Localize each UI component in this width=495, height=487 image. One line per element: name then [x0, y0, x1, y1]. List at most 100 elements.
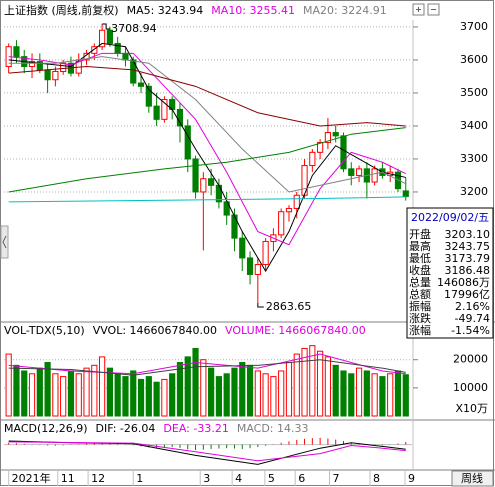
volume-bar	[60, 376, 67, 417]
panel-header: VVOL: 1466067840.00	[93, 324, 217, 337]
candle-body	[285, 207, 293, 213]
volume-bar	[145, 376, 152, 417]
volume-bar	[106, 367, 113, 417]
candle-body	[355, 168, 363, 176]
candle-body	[122, 52, 129, 61]
volume-bar	[231, 367, 238, 417]
y-tick-label: 3700	[460, 20, 488, 33]
x-tick-label: 5	[268, 472, 275, 485]
candle-body	[231, 214, 238, 239]
candle-body	[44, 69, 51, 81]
header-icon-glyph	[416, 7, 436, 12]
y-tick-label: 3500	[460, 86, 488, 99]
x-tick-label: 8	[373, 472, 380, 485]
volume-bar	[246, 364, 254, 417]
volume-bar	[208, 367, 215, 417]
candle-body	[348, 168, 355, 176]
volume-bar	[153, 381, 160, 417]
y-tick-label: 10000	[453, 381, 488, 394]
volume-bar	[340, 370, 347, 417]
info-value: 3243.75	[445, 240, 491, 253]
period-button-label[interactable]: 周线	[461, 471, 483, 485]
volume-bar	[324, 356, 332, 417]
candle-body	[137, 82, 145, 87]
volume-bar	[91, 364, 98, 417]
volume-bar	[52, 373, 59, 417]
y-tick-label: 3400	[460, 119, 488, 132]
info-label: 最低	[409, 252, 431, 265]
volume-bar	[67, 370, 75, 417]
volume-bar	[363, 370, 370, 417]
candle-body	[371, 168, 378, 183]
volume-bar	[176, 362, 184, 417]
volume-bar	[239, 362, 246, 417]
volume-bar	[184, 356, 191, 417]
info-label: 振幅	[409, 299, 431, 313]
y-tick-label: 3200	[460, 185, 488, 198]
volume-bar	[130, 370, 137, 417]
panel-header: MACD(12,26,9)	[4, 422, 88, 435]
volume-bar	[270, 376, 277, 417]
volume-bar	[114, 373, 121, 417]
info-label: 涨跌	[409, 311, 431, 325]
volume-bar	[332, 364, 339, 417]
candle-body	[184, 125, 191, 160]
panel-header: MA5: 3243.94	[127, 4, 204, 17]
x-tick-label: 7	[332, 472, 339, 485]
volume-bar	[36, 367, 43, 417]
panel-header: MACD: 14.33	[237, 422, 309, 435]
y-tick-label: 3300	[460, 152, 488, 165]
low-annotation: 2863.65	[266, 300, 312, 313]
candle-body	[28, 61, 36, 68]
candle-body	[332, 132, 339, 137]
x-tick-label: 11	[61, 472, 75, 485]
x-tick-label: 1	[136, 472, 143, 485]
series-line	[8, 359, 406, 376]
annotation-leader	[257, 302, 264, 308]
series-line	[8, 353, 406, 375]
volume-bar	[317, 350, 324, 417]
info-value: -49.74	[455, 312, 490, 325]
volume-bar	[137, 378, 145, 417]
candle-body	[246, 257, 254, 275]
panel-header: MA10: 3255.41	[211, 4, 295, 17]
candle-body	[161, 99, 168, 120]
x-tick-label: 9	[408, 472, 415, 485]
info-value: 3186.48	[445, 264, 491, 277]
candle-body	[317, 141, 324, 153]
info-value: -1.54%	[451, 324, 490, 337]
info-box: 2022/09/02/五 开盘 3203.10 最高 3243.75 最低 3173.79…	[406, 207, 494, 339]
info-label: 开盘	[409, 227, 431, 241]
side-tab[interactable]	[0, 225, 9, 259]
x-tick-label: 2021年	[12, 471, 51, 485]
candle-body	[36, 61, 43, 71]
volume-bar	[348, 373, 355, 417]
volume-bar	[394, 370, 402, 417]
side-tab-arrow	[2, 235, 7, 249]
volume-bar	[254, 370, 261, 417]
panel-header: DIF: -26.04	[96, 422, 156, 435]
info-label: 收盘	[409, 263, 431, 277]
period-button[interactable]	[451, 470, 494, 487]
candle-body	[99, 29, 106, 48]
candle-body	[91, 46, 98, 54]
volume-bar	[28, 373, 36, 417]
series-line	[8, 441, 406, 462]
volume-bar	[99, 356, 106, 417]
panel-header: DEA: -33.21	[163, 422, 228, 435]
info-date: 2022/09/02/五	[411, 211, 489, 224]
volume-bar	[83, 367, 90, 417]
info-value: 3173.79	[445, 252, 491, 265]
series-line	[8, 42, 406, 273]
info-value: 146086万	[437, 276, 490, 289]
candle-body	[208, 178, 215, 186]
candle-body	[254, 264, 261, 275]
info-label: 总量	[409, 275, 431, 289]
volume-bar	[402, 374, 409, 417]
x-tick-label: 12	[91, 472, 105, 485]
volume-bar	[21, 370, 28, 417]
candle-body	[106, 29, 113, 44]
info-value: 17996亿	[444, 288, 490, 301]
volume-bar	[169, 373, 176, 417]
